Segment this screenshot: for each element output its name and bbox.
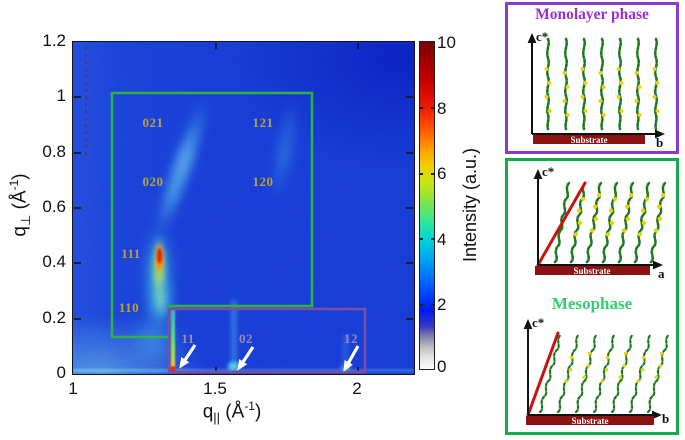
substrate-label-top: Substrate [573, 266, 610, 276]
monolayer-phase-panel: Monolayer phase [505, 2, 679, 154]
ytick-1: 1 [56, 86, 66, 105]
x-axis-title: q|| (Å-1) [202, 399, 262, 426]
mesophase-diagrams: Substrate c* a Mesophase [523, 164, 671, 426]
rod-label-12: 12 [344, 331, 358, 346]
monolayer-molecule-chains [544, 37, 660, 131]
c-star-tilted-line-bottom [526, 331, 560, 417]
arrow-11 [179, 344, 197, 369]
mesophase-a-diagram: Substrate c* a [533, 164, 668, 281]
ytick-0.8: 0.8 [42, 142, 66, 161]
cbar-tick-2: 2 [437, 295, 447, 314]
cbar-tick-6: 6 [437, 164, 447, 183]
mesophase-a-chains [552, 181, 668, 264]
c-star-label-top: c* [542, 164, 554, 179]
ytick-1.2: 1.2 [42, 31, 66, 50]
peak-label-021: 021 [142, 115, 164, 130]
mesophase-b-diagram: Substrate c* b [523, 315, 671, 426]
peak-label-110: 110 [118, 300, 140, 315]
c-star-label: c* [536, 29, 548, 44]
giwaxs-heatmap: 021 121 020 120 111 110 11 02 12 [72, 41, 415, 375]
substrate-bar-top [535, 266, 650, 275]
c-star-label-bottom: c* [532, 315, 544, 330]
mesophase-panel: Substrate c* a Mesophase [505, 158, 679, 435]
xtick-1.5: 1.5 [203, 379, 227, 398]
colorbar [419, 41, 435, 370]
cbar-tick-10: 10 [437, 33, 456, 52]
colorbar-title: Intensity (a.u.) [460, 147, 480, 263]
noise-texture [73, 42, 414, 374]
y-axis-title: q⊥ (Å-1) [7, 173, 34, 237]
xtick-1: 1 [68, 379, 78, 398]
mesophase-b-chains [537, 333, 671, 414]
monolayer-roi-box [110, 91, 314, 339]
cbar-tick-0: 0 [437, 357, 447, 376]
monolayer-diagram: Substrate c* b [527, 29, 665, 150]
ytick-0.4: 0.4 [42, 252, 66, 271]
ytick-0.6: 0.6 [42, 197, 66, 216]
axis-ticks [74, 43, 413, 373]
cbar-tick-4: 4 [437, 230, 447, 249]
substrate-label-bottom: Substrate [571, 416, 608, 426]
rod-label-02: 02 [239, 331, 253, 346]
substrate-bar-bottom [526, 416, 654, 425]
roi-overlay [74, 43, 413, 374]
monolayer-phase-title: Monolayer phase [535, 6, 649, 23]
peak-label-121: 121 [252, 115, 274, 130]
b-label-bottom: b [662, 411, 669, 426]
peak-label-020: 020 [142, 174, 164, 189]
xtick-2: 2 [352, 379, 362, 398]
b-label: b [656, 135, 663, 150]
peak-label-120: 120 [252, 174, 274, 189]
mesophase-roi-box [167, 307, 367, 374]
ytick-0.2: 0.2 [42, 308, 66, 327]
mesophase-title: Mesophase [552, 294, 633, 313]
rod-arrows [179, 344, 360, 372]
arrow-12 [343, 345, 360, 372]
cbar-tick-8: 8 [437, 99, 447, 118]
peak-label-111: 111 [121, 246, 141, 261]
c-star-tilted-line-top [536, 181, 587, 267]
substrate-bar [533, 135, 645, 144]
ytick-0: 0 [56, 363, 66, 382]
a-label: a [658, 266, 665, 281]
substrate-label: Substrate [570, 135, 607, 145]
arrow-02 [237, 346, 255, 371]
rod-label-11: 11 [181, 331, 195, 346]
